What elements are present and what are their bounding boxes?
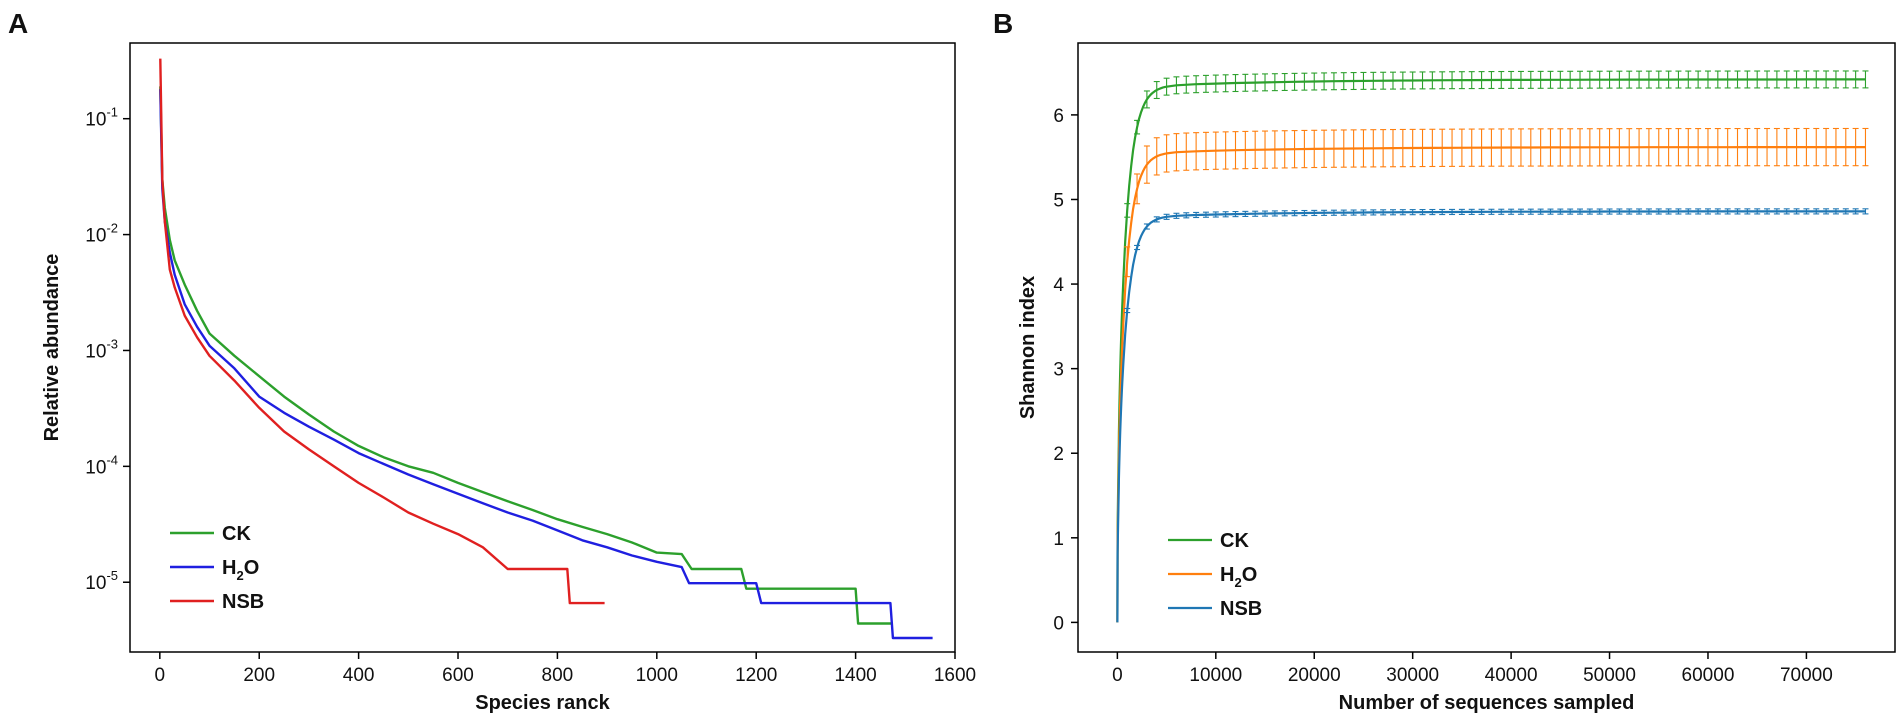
panel-a-y-tick-label-3: 10-2 — [85, 221, 118, 247]
panel-a-x-axis-title: Species ranck — [475, 692, 610, 714]
panel-b-y-tick-label-0: 0 — [1053, 613, 1064, 634]
panel-b-chart: 0 10000 20000 30000 40000 50000 60000 70000 0 1 2 3… — [1017, 42, 1896, 714]
panel-b-error-bars-h2o — [1124, 127, 1869, 278]
panel-b-y-tick-label-4: 4 — [1053, 275, 1064, 296]
panel-a-x-tick-label-8: 1600 — [934, 665, 976, 686]
panel-a-x-tick-label-4: 800 — [542, 665, 574, 686]
panel-b-error-bars-ck — [1124, 70, 1869, 218]
panel-b-error-bars-nsb — [1124, 208, 1869, 314]
panel-a-series-line-h2o — [159, 89, 933, 640]
panel-a-chart: 0 200 400 600 800 1000 1200 1400 1600 10-5 10-4 10-… — [41, 42, 976, 714]
panel-a-x-tick-label-7: 1400 — [834, 665, 876, 686]
panel-b-legend-label-nsb: NSB — [1220, 598, 1262, 620]
panel-b-y-tick-label-2: 2 — [1053, 444, 1064, 465]
panel-b-x-tick-label-6: 60000 — [1682, 665, 1735, 686]
panel-b-y-tick-label-6: 6 — [1053, 106, 1064, 127]
panel-b-x-tick-label-1: 10000 — [1189, 665, 1242, 686]
panel-b-y-tick-label-3: 3 — [1053, 360, 1064, 381]
panel-a-x-tick-label-2: 400 — [343, 665, 375, 686]
panel-b-y-tick-label-1: 1 — [1053, 529, 1064, 550]
panel-b-x-tick-label-4: 40000 — [1485, 665, 1538, 686]
panel-a-y-axis-title: Relative abundance — [41, 254, 63, 442]
panel-a-x-tick-label-0: 0 — [155, 665, 166, 686]
panel-a-y-tick-label-0: 10-5 — [85, 568, 118, 594]
panel-a-x-tick-label-3: 600 — [442, 665, 474, 686]
panel-a-legend-label-nsb: NSB — [222, 591, 264, 613]
panel-a-y-tick-label-1: 10-4 — [85, 452, 118, 478]
panel-b-x-tick-label-3: 30000 — [1386, 665, 1439, 686]
panel-a-legend-label-h2o: H2O — [222, 557, 259, 583]
panel-a-series-line-ck — [159, 86, 893, 625]
panel-b-series-line-nsb — [1116, 210, 1866, 623]
panel-a-legend-label-ck: CK — [222, 523, 251, 545]
panel-b-x-axis-title: Number of sequences sampled — [1339, 692, 1635, 714]
panel-b-y-axis-title: Shannon index — [1017, 276, 1039, 419]
panel-b-x-tick-label-0: 0 — [1112, 665, 1123, 686]
panel-b-legend-label-h2o: H2O — [1220, 564, 1257, 590]
panel-letter-a: A — [8, 8, 28, 39]
panel-b-legend-label-ck: CK — [1220, 530, 1249, 552]
panel-b-plot-frame — [1077, 42, 1896, 653]
panel-a-x-tick-label-1: 200 — [243, 665, 275, 686]
panel-b-y-tick-label-5: 5 — [1053, 190, 1064, 211]
panel-b-x-tick-label-5: 50000 — [1583, 665, 1636, 686]
panel-a-y-tick-label-4: 10-1 — [85, 105, 118, 131]
panel-a-y-tick-label-2: 10-3 — [85, 336, 118, 362]
panel-a-x-tick-label-5: 1000 — [636, 665, 678, 686]
panel-b-x-tick-label-2: 20000 — [1288, 665, 1341, 686]
panel-letter-b: B — [993, 8, 1013, 39]
panel-b-x-tick-label-7: 70000 — [1780, 665, 1833, 686]
panel-a-x-tick-label-6: 1200 — [735, 665, 777, 686]
panel-a-plot-frame — [129, 42, 956, 653]
panel-a-series-line-nsb — [159, 58, 605, 605]
